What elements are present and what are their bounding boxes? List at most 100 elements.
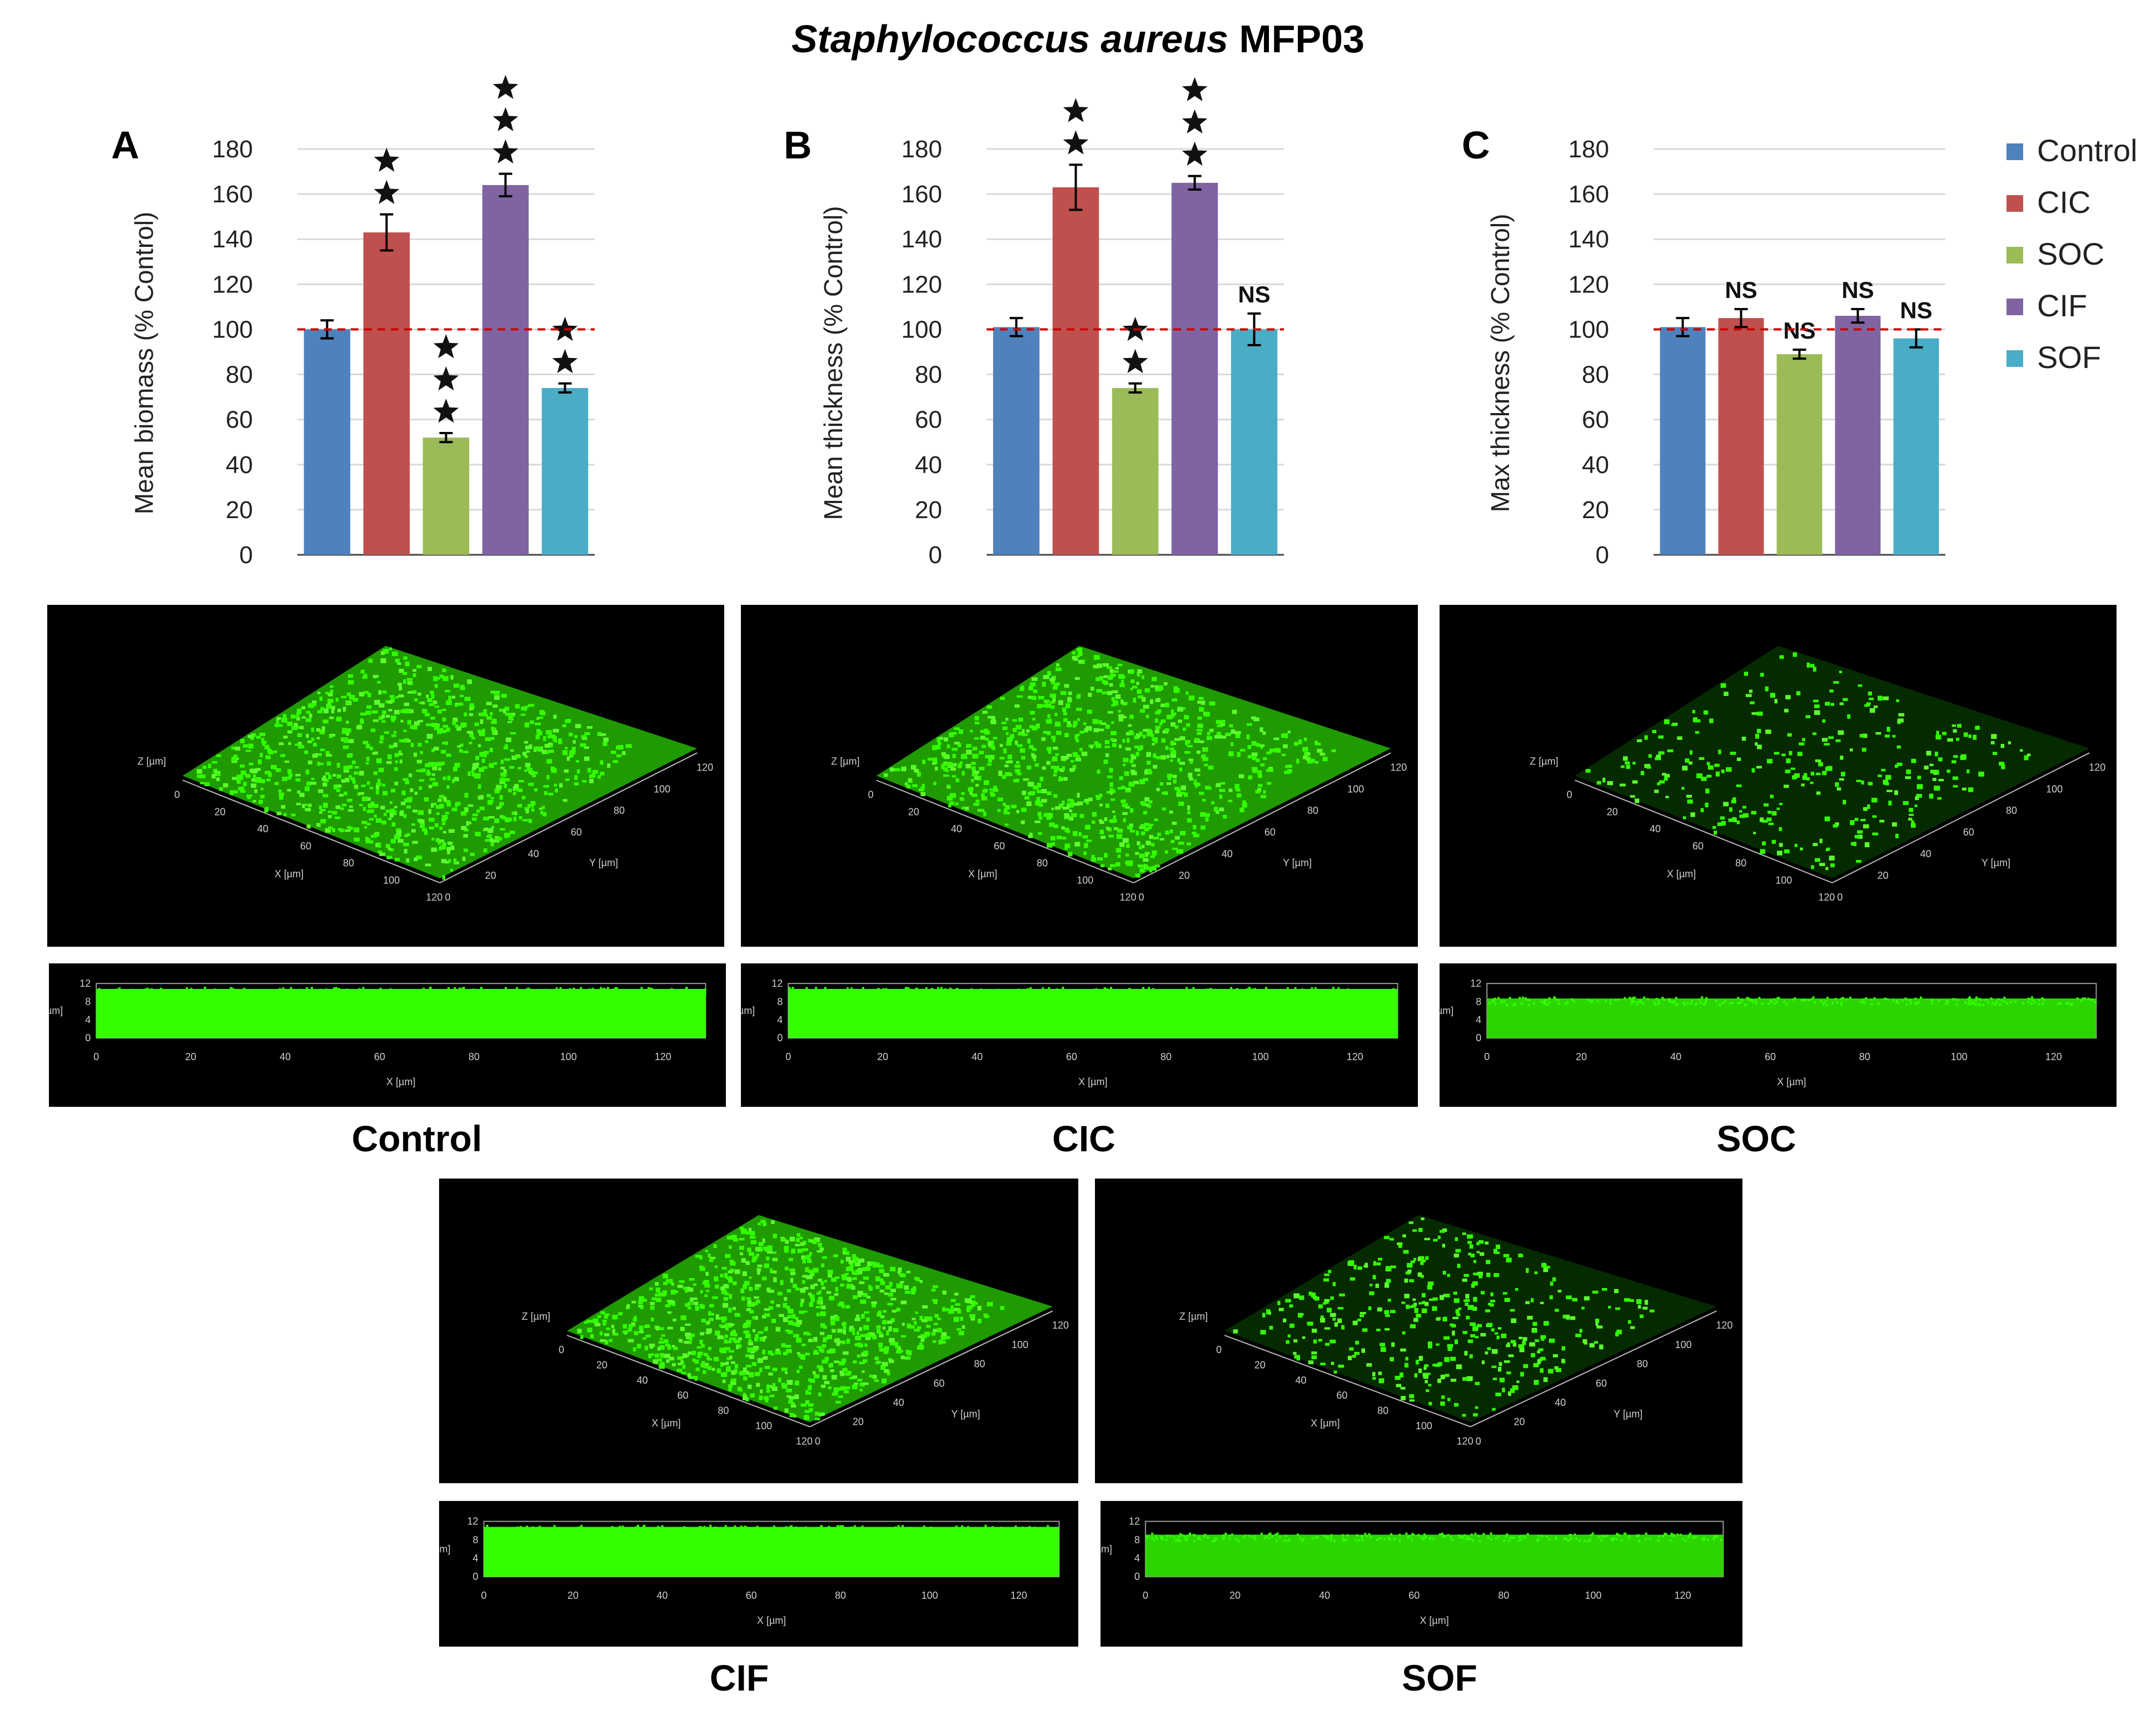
biofilm-cluster (247, 735, 254, 738)
biofilm-cluster (442, 776, 446, 781)
biofilm-cluster (1204, 786, 1211, 790)
biofilm-cluster (301, 716, 306, 719)
biofilm-cluster (1246, 988, 1248, 991)
biofilm-cluster (745, 1261, 750, 1265)
biofilm-cluster (1472, 1326, 1478, 1331)
chart-b-sig-star (1182, 141, 1208, 166)
biofilm-cluster (1075, 739, 1079, 743)
biofilm-cluster (844, 1386, 850, 1390)
y-tick-label: 40 (528, 848, 539, 859)
biofilm-cluster (600, 1339, 606, 1343)
biofilm-cluster (1299, 1537, 1302, 1539)
biofilm-cluster (984, 1524, 987, 1527)
biofilm-cluster (522, 994, 525, 996)
biofilm-cluster (958, 1331, 963, 1335)
chart-c-bar-cic (1718, 318, 1764, 555)
biofilm-cluster (689, 1532, 691, 1534)
biofilm-cluster (783, 1303, 788, 1308)
biofilm-cluster (530, 993, 532, 996)
biofilm-cluster (1664, 1533, 1666, 1535)
biofilm-cluster (1401, 1301, 1406, 1304)
biofilm-cluster (1122, 716, 1127, 719)
biofilm-cluster (236, 990, 238, 993)
biofilm-cluster (845, 991, 848, 994)
biofilm-cluster (444, 800, 451, 803)
biofilm-cluster (734, 1333, 738, 1337)
biofilm-cluster (299, 988, 302, 991)
biofilm-cluster (952, 748, 958, 751)
biofilm-cluster (953, 1527, 956, 1530)
biofilm-cluster (758, 1242, 764, 1246)
biofilm-cluster (1031, 677, 1038, 681)
biofilm-cluster (1934, 769, 1939, 775)
biofilm-cluster (327, 698, 333, 703)
biofilm-cluster (376, 782, 381, 787)
biofilm-cluster (348, 739, 354, 743)
biofilm-cluster (341, 730, 348, 734)
biofilm-cluster (903, 1528, 905, 1531)
biofilm-cluster (1427, 1341, 1432, 1347)
biofilm-cluster (806, 1255, 811, 1258)
biofilm-cluster (362, 740, 369, 744)
biofilm-cluster (1242, 1537, 1245, 1539)
biofilm-cluster (1054, 713, 1058, 717)
biofilm-cluster (964, 756, 968, 759)
biofilm-cluster (1200, 992, 1203, 995)
biofilm-cluster (783, 1351, 788, 1355)
biofilm-cluster (1189, 777, 1193, 781)
biofilm-cluster (1131, 679, 1135, 683)
biofilm-cluster (389, 695, 395, 698)
biofilm-cluster (800, 1242, 805, 1246)
biofilm-cluster (1047, 671, 1052, 676)
biofilm-cluster (1595, 1321, 1599, 1326)
biofilm-cluster (479, 752, 485, 757)
biofilm-cluster (471, 737, 475, 740)
x-tick-label: 20 (185, 1051, 196, 1062)
biofilm-cluster (1029, 682, 1036, 687)
biofilm-cluster (426, 694, 429, 698)
biofilm-cluster (1657, 782, 1661, 786)
biofilm-cluster (1271, 1535, 1274, 1538)
biofilm-cluster (940, 1335, 945, 1340)
biofilm-cluster (715, 1314, 719, 1319)
biofilm-cluster (429, 703, 435, 707)
biofilm-cluster (1668, 998, 1671, 1001)
biofilm-cluster (1705, 997, 1708, 1000)
biofilm-cluster (429, 987, 431, 990)
biofilm-cluster (1178, 849, 1183, 854)
biofilm-cluster (325, 992, 328, 995)
biofilm-cluster (805, 987, 808, 990)
biofilm-cluster (1368, 989, 1371, 992)
img-cic-side-render: 02040608010012004812Z [µm]X [µm] (741, 978, 1398, 1087)
biofilm-cluster (1320, 1363, 1326, 1365)
biofilm-cluster (1073, 803, 1080, 806)
biofilm-cluster (1718, 749, 1721, 754)
biofilm-cluster (1176, 849, 1181, 853)
biofilm-cluster (708, 1346, 712, 1350)
biofilm-cluster (1172, 847, 1178, 850)
biofilm-cluster (1338, 1364, 1345, 1368)
biofilm-cluster (1450, 1356, 1456, 1361)
biofilm-cluster (1592, 1290, 1599, 1294)
biofilm-cluster (1643, 996, 1646, 999)
biofilm-cluster (1183, 715, 1189, 719)
biofilm-cluster (760, 1389, 763, 1394)
biofilm-cluster (1077, 801, 1083, 806)
biofilm-cluster (420, 823, 425, 828)
biofilm-cluster (255, 768, 261, 771)
biofilm-cluster (683, 1355, 689, 1358)
biofilm-cluster (487, 799, 493, 805)
biofilm-cluster (229, 994, 232, 997)
biofilm-cluster (1452, 1330, 1455, 1336)
biofilm-cluster (1970, 1003, 1973, 1006)
biofilm-cluster (369, 747, 374, 750)
biofilm-cluster (943, 1529, 945, 1532)
biofilm-cluster (813, 1350, 818, 1355)
biofilm-cluster (625, 1529, 628, 1531)
biofilm-cluster (517, 804, 522, 808)
biofilm-cluster (634, 1316, 637, 1320)
biofilm-cluster (1520, 1538, 1522, 1541)
biofilm-cluster (1447, 1274, 1450, 1277)
biofilm-cluster (1883, 696, 1889, 700)
z-tick-label: 8 (472, 1534, 478, 1545)
